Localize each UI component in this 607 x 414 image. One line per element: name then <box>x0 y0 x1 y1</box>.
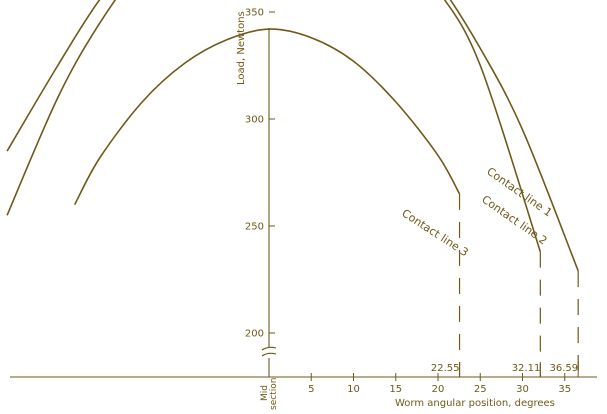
mid-section-label-line-1: Mid <box>260 385 270 401</box>
tick-group: 2002503003504004505101520253035 <box>245 8 571 396</box>
mid-section-label-line-2: section <box>269 378 279 410</box>
x-tick-label-10: 10 <box>347 384 360 395</box>
x-tick-label-20: 20 <box>432 384 445 395</box>
y-tick-label-200: 200 <box>245 329 264 340</box>
end-value-label-3: 36.59 <box>550 363 579 374</box>
end-value-label-1: 22.55 <box>431 363 460 374</box>
x-tick-label-30: 30 <box>516 384 529 395</box>
series-line-contact-line-2 <box>6 0 542 252</box>
x-tick-label-35: 35 <box>558 384 571 395</box>
series-group <box>6 0 579 377</box>
x-axis-title: Worm angular position, degrees <box>395 398 555 409</box>
axis-break-mark-1 <box>261 346 277 351</box>
series-line-contact-line-1 <box>6 0 579 272</box>
end-value-label-2: 32.11 <box>512 363 541 374</box>
axis-break-mark-2 <box>261 352 277 357</box>
x-tick-label-25: 25 <box>474 384 487 395</box>
x-tick-label-5: 5 <box>308 384 314 395</box>
end-label-group: 22.55 32.11 36.59 <box>431 362 579 377</box>
y-axis-title: Load, Newtons <box>236 11 247 85</box>
x-tick-label-15: 15 <box>389 384 402 395</box>
y-tick-label-300: 300 <box>245 115 264 126</box>
series-line-contact-line-3 <box>73 28 461 205</box>
y-tick-label-250: 250 <box>245 222 264 233</box>
y-tick-label-350: 350 <box>245 8 264 19</box>
